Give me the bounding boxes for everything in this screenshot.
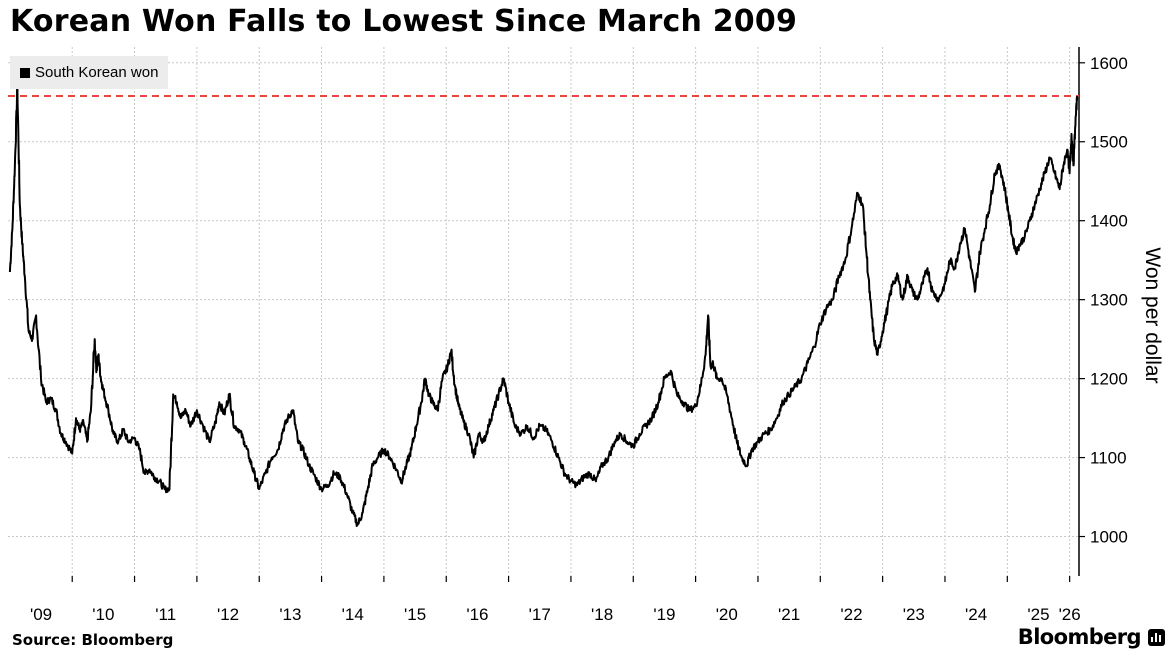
legend-label: South Korean won bbox=[35, 64, 159, 81]
x-tick-label: '20 bbox=[716, 605, 738, 624]
y-tick-label: 1500 bbox=[1090, 133, 1128, 152]
x-tick-label: '09 bbox=[30, 605, 52, 624]
x-tick-label: '26 bbox=[1059, 605, 1081, 624]
chart-title: Korean Won Falls to Lowest Since March 2… bbox=[10, 4, 798, 39]
x-tick-label: '22 bbox=[840, 605, 862, 624]
x-tick-label: '17 bbox=[529, 605, 551, 624]
y-tick-label: 1300 bbox=[1090, 291, 1128, 310]
y-tick-label: 1100 bbox=[1090, 449, 1127, 468]
x-tick-label: '25 bbox=[1027, 605, 1049, 624]
source-note: Source: Bloomberg bbox=[12, 631, 174, 649]
x-tick-label: '24 bbox=[965, 605, 987, 624]
y-tick-label: 1000 bbox=[1090, 528, 1128, 547]
x-tick-label: '13 bbox=[279, 605, 301, 624]
y-tick-label: 1200 bbox=[1090, 370, 1128, 389]
x-tick-label: '18 bbox=[591, 605, 613, 624]
brand-name: Bloomberg bbox=[1017, 625, 1142, 649]
x-tick-label: '12 bbox=[217, 605, 239, 624]
x-tick-label: '11 bbox=[155, 605, 176, 624]
y-tick-label: 1600 bbox=[1090, 54, 1128, 73]
legend-swatch bbox=[20, 67, 30, 78]
y-axis-title: Won per dollar bbox=[1141, 247, 1164, 383]
brand: Bloomberg bbox=[1018, 625, 1165, 649]
x-tick-label: '21 bbox=[778, 605, 800, 624]
x-tick-label: '10 bbox=[92, 605, 114, 624]
legend: South Korean won bbox=[10, 56, 169, 89]
x-tick-label: '16 bbox=[466, 605, 488, 624]
x-tick-label: '14 bbox=[342, 605, 364, 624]
bar-chart-icon bbox=[1148, 628, 1165, 646]
x-tick-label: '19 bbox=[653, 605, 675, 624]
y-tick-label: 1400 bbox=[1090, 212, 1128, 231]
x-tick-label: '15 bbox=[404, 605, 426, 624]
series-line bbox=[8, 85, 1079, 527]
x-tick-label: '23 bbox=[903, 605, 925, 624]
